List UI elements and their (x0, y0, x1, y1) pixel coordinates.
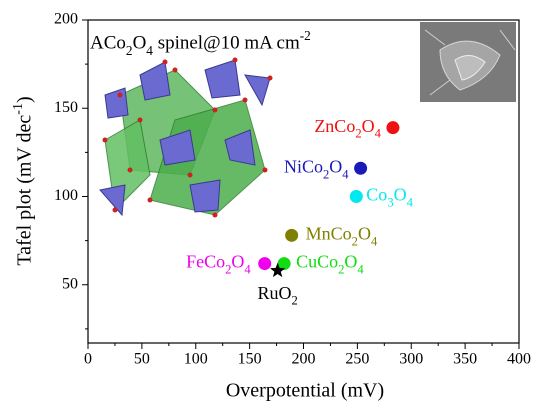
point (258, 257, 271, 270)
point (285, 229, 298, 242)
x-tick-label: 150 (238, 351, 262, 368)
y-tick-label: 100 (54, 187, 78, 204)
sem-image (420, 22, 516, 102)
point-label: Co3O4 (366, 185, 413, 210)
y-tick-label: 50 (62, 275, 78, 292)
x-tick-label: 300 (399, 351, 423, 368)
point-label: ZnCo2O4 (314, 116, 381, 141)
x-tick-label: 0 (84, 351, 92, 368)
x-tick-label: 50 (134, 351, 150, 368)
annotation: ACo2O4 spinel@10 mA cm-2 (90, 28, 311, 58)
point-label: MnCo2O4 (306, 223, 378, 248)
point-label: FeCo2O4 (186, 252, 251, 277)
x-tick-label: 400 (507, 351, 531, 368)
chart: ACo2O4 spinel@10 mA cm-2 Overpotential (… (0, 0, 536, 405)
x-tick-label: 100 (184, 351, 208, 368)
point (350, 190, 363, 203)
x-tick-label: 200 (292, 351, 316, 368)
point (386, 121, 399, 134)
y-tick-label: 150 (54, 99, 78, 116)
x-tick-label: 350 (453, 351, 477, 368)
y-axis-label: Tafel plot (mV dec-1) (11, 96, 36, 265)
point (354, 162, 367, 175)
x-tick-label: 250 (345, 351, 369, 368)
crystal-illustration (100, 58, 273, 221)
y-tick-label: 200 (54, 11, 78, 28)
point-label: RuO2 (257, 283, 297, 308)
point-label: CuCo2O4 (296, 252, 364, 277)
point-label: NiCo2O4 (284, 156, 349, 181)
x-axis-label: Overpotential (mV) (226, 380, 384, 402)
